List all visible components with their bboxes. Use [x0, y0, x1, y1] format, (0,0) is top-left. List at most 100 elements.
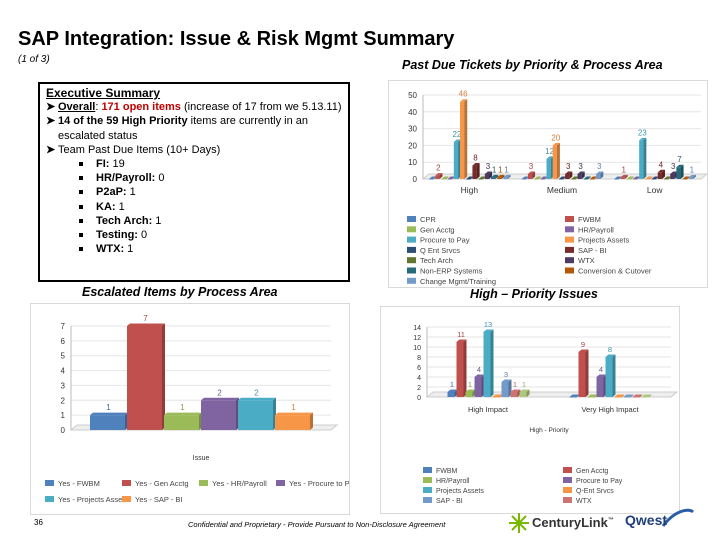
y-tick-label: 2	[417, 385, 421, 392]
legend-swatch	[199, 480, 208, 486]
bar	[90, 415, 125, 430]
bar	[484, 173, 490, 179]
data-label: 20	[551, 133, 560, 142]
bar	[577, 173, 582, 179]
bar-top	[238, 397, 276, 401]
data-label: 4	[659, 160, 664, 169]
page-title: SAP Integration: Issue & Risk Mgmt Summa…	[18, 28, 455, 50]
bar-top	[519, 389, 530, 392]
legend-swatch	[276, 480, 285, 486]
bar	[614, 179, 619, 180]
bar-top	[639, 137, 647, 141]
legend-swatch	[45, 480, 54, 486]
legend-label: Yes - Procure to Pay	[289, 479, 349, 488]
x-category-label: Very High Impact	[581, 405, 639, 414]
bar-side	[624, 174, 628, 179]
overall-sep: :	[95, 101, 102, 114]
data-label: 1	[468, 380, 472, 389]
qwest-wordmark: Qwest	[625, 512, 668, 528]
bar	[456, 342, 464, 397]
bar-side	[630, 394, 634, 398]
summary-overall: ➤ Overall: 171 open items (increase of 1…	[46, 100, 342, 114]
legend-label: Yes - Gen Acctg	[135, 479, 189, 488]
bar-top	[127, 323, 165, 326]
square-bullet-icon	[79, 204, 83, 209]
bar-side	[585, 349, 589, 397]
bar-top	[645, 176, 653, 179]
bar	[632, 179, 638, 180]
x-category-label: Medium	[547, 185, 577, 195]
legend-swatch	[563, 487, 572, 493]
bar-side	[538, 176, 542, 180]
bar	[587, 397, 595, 398]
bar-top	[501, 379, 512, 382]
legend-label: WTX	[578, 256, 595, 265]
legend-label: Tech Arch	[420, 256, 453, 265]
summary-high-priority: ➤ 14 of the 59 High Priority items are c…	[46, 114, 342, 142]
bar-top	[478, 176, 486, 179]
bar-top	[456, 339, 467, 342]
legend-label: Projects Assets	[578, 236, 630, 245]
legend-label: WTX	[576, 498, 592, 505]
legend-label: Q-Ent Srvcs	[576, 488, 614, 495]
bar	[657, 172, 662, 179]
legend-swatch	[407, 277, 416, 284]
legend-swatch	[565, 226, 574, 233]
legend-label: Q Ent Srvcs	[420, 246, 460, 255]
bar-top	[583, 176, 591, 179]
y-tick-label: 5	[61, 352, 66, 361]
arrow-bullet-icon: ➤	[46, 115, 56, 128]
bar	[589, 179, 595, 180]
high-priority-chart-title: High – Priority Issues	[470, 287, 598, 301]
bar-side	[612, 354, 616, 397]
overall-value: 171 open items	[101, 101, 181, 114]
bar	[527, 173, 533, 179]
square-bullet-icon	[79, 176, 83, 181]
bar-top	[605, 354, 616, 357]
bar	[605, 357, 613, 397]
data-label: 1	[522, 380, 526, 389]
y-tick-label: 40	[408, 108, 417, 117]
page-subtitle: (1 of 3)	[18, 54, 50, 65]
team-item: Testing: 0	[46, 228, 342, 242]
x-category-label: Low	[647, 185, 663, 195]
bar	[441, 179, 446, 180]
legend-swatch	[407, 236, 416, 243]
y-tick-label: 10	[408, 158, 417, 167]
bar-top	[651, 176, 659, 179]
bar-top	[596, 171, 604, 174]
legend-label: Yes - FWBM	[58, 479, 100, 488]
bar	[127, 326, 162, 430]
data-label: 8	[608, 345, 612, 354]
bar	[497, 177, 502, 179]
data-label: 4	[477, 365, 481, 374]
legend-swatch	[122, 496, 131, 502]
bar	[670, 173, 675, 179]
bar-top	[460, 99, 468, 102]
bar-top	[164, 412, 202, 416]
y-tick-label: 0	[413, 175, 418, 184]
bar	[578, 352, 586, 397]
bar-top	[472, 163, 480, 166]
escalated-chart: 0 1 2 3 4 5 6 7 1 7 1 2 2 1 Issue Yes - FWBM Yes - Gen A…	[30, 303, 358, 515]
legend-swatch	[423, 487, 432, 493]
bar	[639, 140, 644, 179]
bar-side	[680, 164, 684, 179]
y-tick-label: 0	[61, 426, 66, 435]
bar-side	[476, 163, 480, 179]
bar-side	[507, 174, 511, 179]
legend-label: FWBM	[578, 215, 601, 224]
past-due-chart: 0 10 20 30 40 50 2 22 46 8 3 1 1 1 High 3 12 20 3 3 3 Medium 1…	[388, 80, 709, 288]
escalated-chart-svg: 0 1 2 3 4 5 6 7 1 7 1 2 2 1 Issue Yes - FWBM Yes - Gen A…	[45, 314, 358, 504]
bar	[596, 173, 601, 179]
data-label: 7	[143, 314, 148, 323]
legend-label: HR/Payroll	[436, 478, 470, 485]
legend-label: Yes - Projects Assets	[58, 495, 128, 504]
legend-swatch	[407, 246, 416, 253]
past-due-chart-title: Past Due Tickets by Priority & Process A…	[402, 58, 663, 72]
centurylink-burst-icon	[509, 513, 529, 533]
data-label: 2	[217, 388, 222, 397]
y-tick-label: 50	[408, 91, 417, 100]
legend-label: FWBM	[436, 468, 458, 475]
bar	[676, 167, 681, 179]
